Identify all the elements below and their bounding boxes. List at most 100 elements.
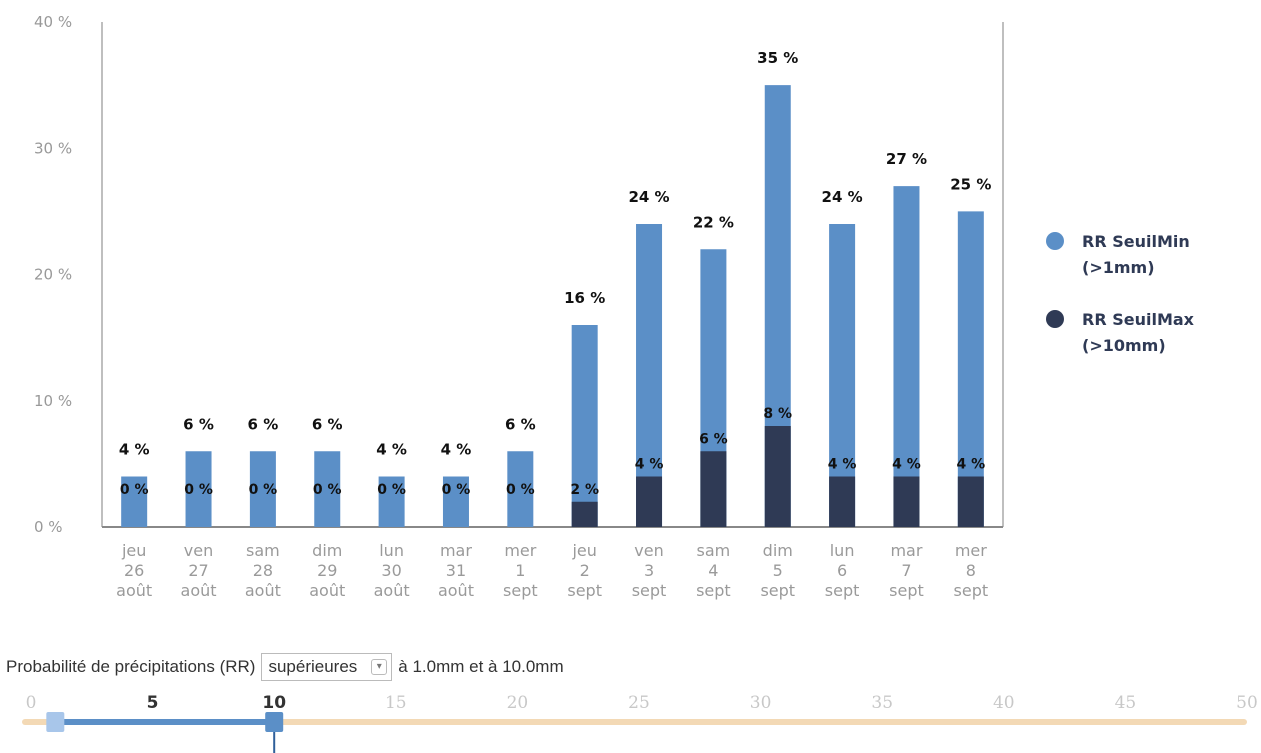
x-tick-label: mar (440, 541, 472, 560)
slider-tick-label: 20 (507, 693, 529, 713)
bar-seuilmax (957, 476, 984, 527)
bar-value-label-seuilmax: 0 % (377, 482, 406, 498)
y-tick-label: 0 % (34, 518, 63, 536)
x-tick-label: 28 (253, 561, 273, 580)
threshold-slider[interactable]: 0 5 10 15 20 25 30 35 40 45 50 (0, 690, 1261, 753)
bar-marks: 4 % 0 % 6 % 0 % 6 % 0 % 6 % 0 % 4 % 0 % 4 % 0 % 6 % 0… (119, 49, 991, 527)
bar-value-label-seuilmax: 4 % (828, 457, 857, 473)
x-tick-label: jeu (121, 541, 146, 560)
chart-legend: RR SeuilMin (>1mm) RR SeuilMax (>10mm) (1046, 232, 1195, 355)
x-tick-label: sept (567, 581, 602, 600)
bar-seuilmin (442, 476, 469, 527)
slider-tick-label: 50 (1236, 693, 1258, 713)
comparison-select[interactable]: supérieures ▾ (261, 653, 393, 681)
slider-ticks: 0 5 10 15 20 25 30 35 40 45 50 (26, 693, 1258, 713)
chevron-down-icon: ▾ (371, 659, 388, 675)
bar-seuilmin (185, 451, 212, 527)
bar-value-label-seuilmin: 27 % (886, 150, 927, 168)
x-tick-label: 7 (901, 561, 911, 580)
bar-value-label-seuilmax: 0 % (120, 482, 149, 498)
bar-value-label-seuilmax: 4 % (956, 457, 985, 473)
slider-tick-label: 45 (1115, 693, 1137, 713)
x-tick-label: 31 (446, 561, 466, 580)
bar-seuilmax (700, 451, 727, 527)
y-tick-label: 40 % (34, 13, 72, 31)
x-tick-label: sept (696, 581, 731, 600)
slider-tick-label: 0 (26, 693, 37, 713)
x-tick-label: sam (246, 541, 280, 560)
slider-tick-label: 25 (628, 693, 650, 713)
x-tick-label: sept (632, 581, 667, 600)
x-tick-label: 29 (317, 561, 337, 580)
x-tick-label: 2 (580, 561, 590, 580)
x-tick-label: ven (634, 541, 663, 560)
x-tick-label: 8 (966, 561, 976, 580)
bar-value-label-seuilmin: 6 % (183, 415, 214, 433)
legend-sublabel: (>1mm) (1082, 258, 1155, 277)
bar-value-label-seuilmax: 6 % (699, 431, 728, 447)
bar-seuilmin (507, 451, 534, 527)
legend-label: RR SeuilMin (1082, 232, 1190, 251)
x-tick-label: 26 (124, 561, 144, 580)
x-axis-ticks: jeu26aoûtven27aoûtsam28aoûtdim29aoûtlun3… (116, 541, 988, 600)
y-tick-label: 10 % (34, 392, 72, 410)
bar-value-label-seuilmin: 24 % (628, 188, 669, 206)
legend-marker (1046, 310, 1064, 328)
bar-value-label-seuilmin: 4 % (441, 441, 472, 459)
bar-value-label-seuilmin: 4 % (376, 441, 407, 459)
legend-label: RR SeuilMax (1082, 310, 1195, 329)
bar-seuilmax (764, 426, 791, 527)
bar-seuilmin (957, 211, 984, 527)
controls-suffix: à 1.0mm et à 10.0mm (398, 657, 564, 676)
bar-value-label-seuilmax: 0 % (249, 482, 278, 498)
x-tick-label: lun (830, 541, 855, 560)
chart-axes (101, 22, 1004, 528)
x-tick-label: 30 (381, 561, 401, 580)
x-tick-label: août (245, 581, 281, 600)
bar-seuilmax (636, 476, 663, 527)
slider-tick-label: 35 (871, 693, 893, 713)
bar-value-label-seuilmax: 0 % (184, 482, 213, 498)
x-tick-label: jeu (571, 541, 596, 560)
bar-value-label-seuilmax: 4 % (892, 457, 921, 473)
bar-seuilmin (249, 451, 276, 527)
x-tick-label: sam (697, 541, 731, 560)
x-tick-label: 3 (644, 561, 654, 580)
x-tick-label: août (374, 581, 410, 600)
x-tick-label: mer (504, 541, 536, 560)
bar-seuilmax (893, 476, 920, 527)
x-tick-label: août (116, 581, 152, 600)
bar-seuilmax (571, 501, 598, 527)
bar-seuilmin (571, 325, 598, 527)
slider-tick-label: 15 (385, 693, 407, 713)
x-tick-label: ven (184, 541, 213, 560)
slider-handle-high[interactable] (265, 712, 284, 732)
threshold-controls: Probabilité de précipitations (RR) supér… (6, 652, 564, 682)
bar-value-label-seuilmax: 8 % (763, 406, 792, 422)
bar-value-label-seuilmax: 0 % (442, 482, 471, 498)
slider-tick-label: 10 (262, 693, 286, 713)
bar-value-label-seuilmax: 0 % (313, 482, 342, 498)
x-tick-label: 4 (708, 561, 718, 580)
slider-handle-low[interactable] (46, 712, 65, 732)
slider-tick-label: 5 (147, 693, 159, 713)
comparison-select-value: supérieures (268, 657, 358, 676)
bar-seuilmin (378, 476, 405, 527)
x-tick-label: 27 (188, 561, 208, 580)
precipitation-chart: 0 %10 %20 %30 %40 % 4 %0 %6 %0 %6 %0 %6 … (34, 13, 1195, 600)
x-tick-label: sept (760, 581, 795, 600)
bar-value-label-seuilmin: 4 % (119, 441, 150, 459)
x-tick-label: dim (312, 541, 342, 560)
x-tick-label: sept (825, 581, 860, 600)
controls-prefix: Probabilité de précipitations (RR) (6, 657, 256, 676)
slider-track[interactable] (22, 719, 1247, 725)
slider-range-fill (55, 719, 275, 725)
bar-value-label-seuilmax: 0 % (506, 482, 535, 498)
y-axis-ticks: 0 % 10 % 20 % 30 % 40 % (34, 13, 72, 536)
x-tick-label: lun (379, 541, 404, 560)
bar-seuilmax (829, 476, 856, 527)
x-tick-label: 1 (515, 561, 525, 580)
bar-seuilmin (121, 476, 148, 527)
bar-value-label-seuilmin: 22 % (693, 213, 734, 231)
y-tick-label: 20 % (34, 266, 72, 284)
